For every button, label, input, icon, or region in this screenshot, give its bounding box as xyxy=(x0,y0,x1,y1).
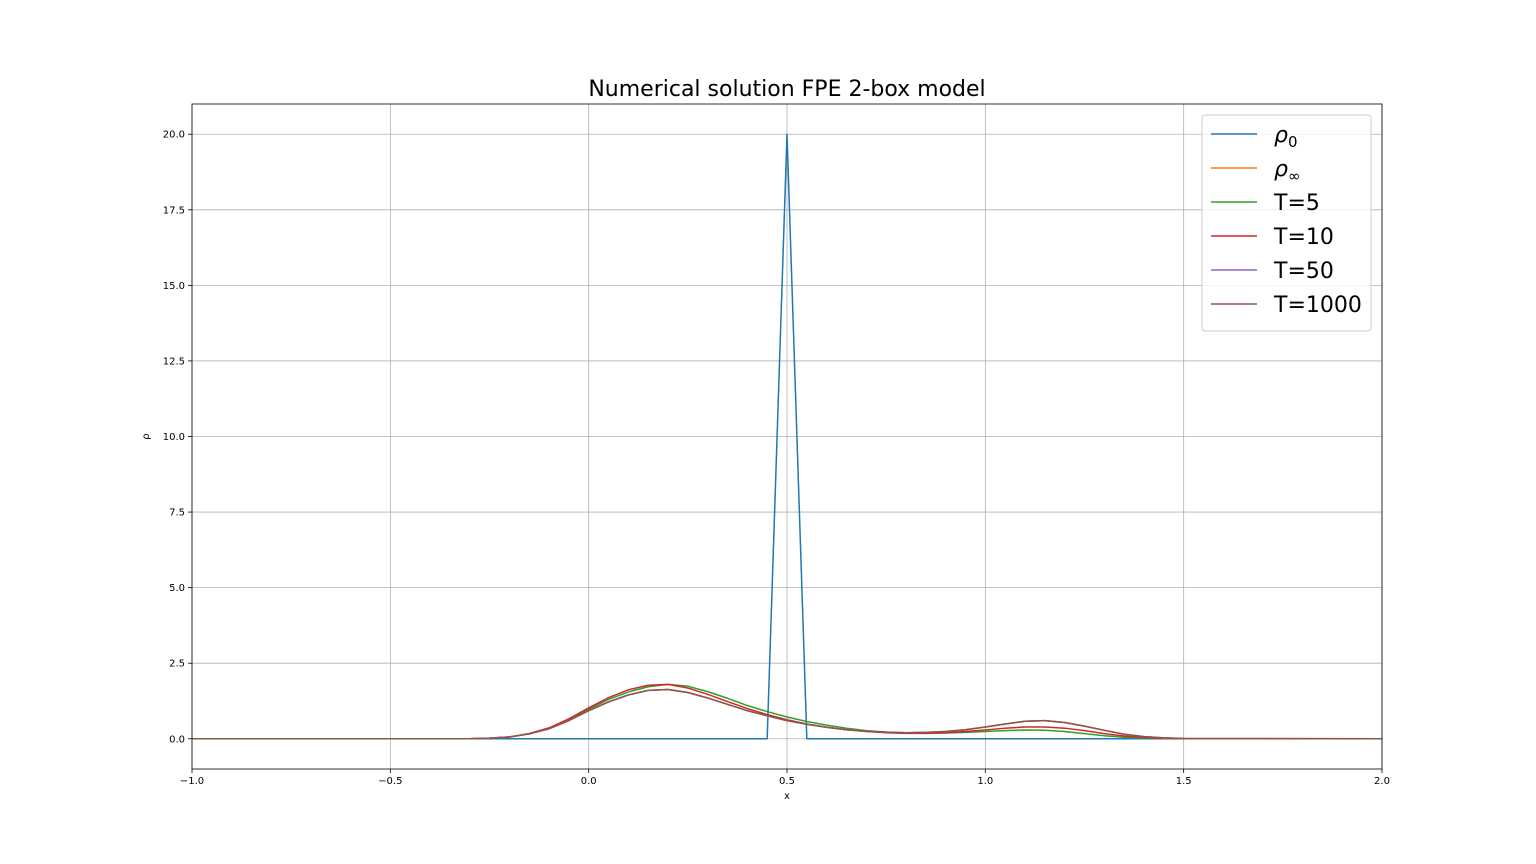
x-tick-label: −1.0 xyxy=(180,776,204,787)
series-line-5 xyxy=(192,688,1383,740)
y-tick-label: 0.0 xyxy=(169,734,185,745)
x-tick-label: −0.5 xyxy=(378,776,402,787)
y-tick-label: 20.0 xyxy=(163,130,185,141)
chart-title: Numerical solution FPE 2-box model xyxy=(588,77,985,102)
legend: ρ0 ρ∞ T=5 T=10 T=50 T=1000 xyxy=(1201,114,1372,332)
x-tick-label: 1.0 xyxy=(977,776,993,787)
series-lines xyxy=(192,133,1383,740)
y-tick-label: 15.0 xyxy=(163,281,185,292)
legend-label-3: T=10 xyxy=(1273,225,1334,250)
legend-box xyxy=(1201,114,1372,332)
legend-label-2: T=5 xyxy=(1273,191,1320,216)
legend-label-4: T=50 xyxy=(1273,259,1334,284)
legend-label-5: T=1000 xyxy=(1273,293,1362,318)
y-tick-label: 10.0 xyxy=(163,432,185,443)
x-tick-label: 0.5 xyxy=(779,776,795,787)
y-tick-label: 7.5 xyxy=(169,508,185,519)
legend-label-0: ρ0 xyxy=(1274,123,1298,151)
series-line-0 xyxy=(192,133,1382,740)
axis-ticks: −1.0 −0.5 0.0 0.5 1.0 1.5 2.0 0.0 2.5 5.0 7.5 10.0 1… xyxy=(163,130,1390,787)
legend-label-1: ρ∞ xyxy=(1274,157,1300,185)
series-line-2 xyxy=(192,683,1382,740)
x-tick-label: 2.0 xyxy=(1374,776,1390,787)
x-tick-label: 0.0 xyxy=(581,776,597,787)
x-axis-label: x xyxy=(784,791,790,802)
y-axis-label: ρ xyxy=(141,433,152,439)
y-tick-label: 5.0 xyxy=(169,583,185,594)
y-tick-label: 17.5 xyxy=(163,205,185,216)
y-tick-label: 2.5 xyxy=(169,659,185,670)
x-tick-label: 1.5 xyxy=(1176,776,1192,787)
y-tick-label: 12.5 xyxy=(163,356,185,367)
